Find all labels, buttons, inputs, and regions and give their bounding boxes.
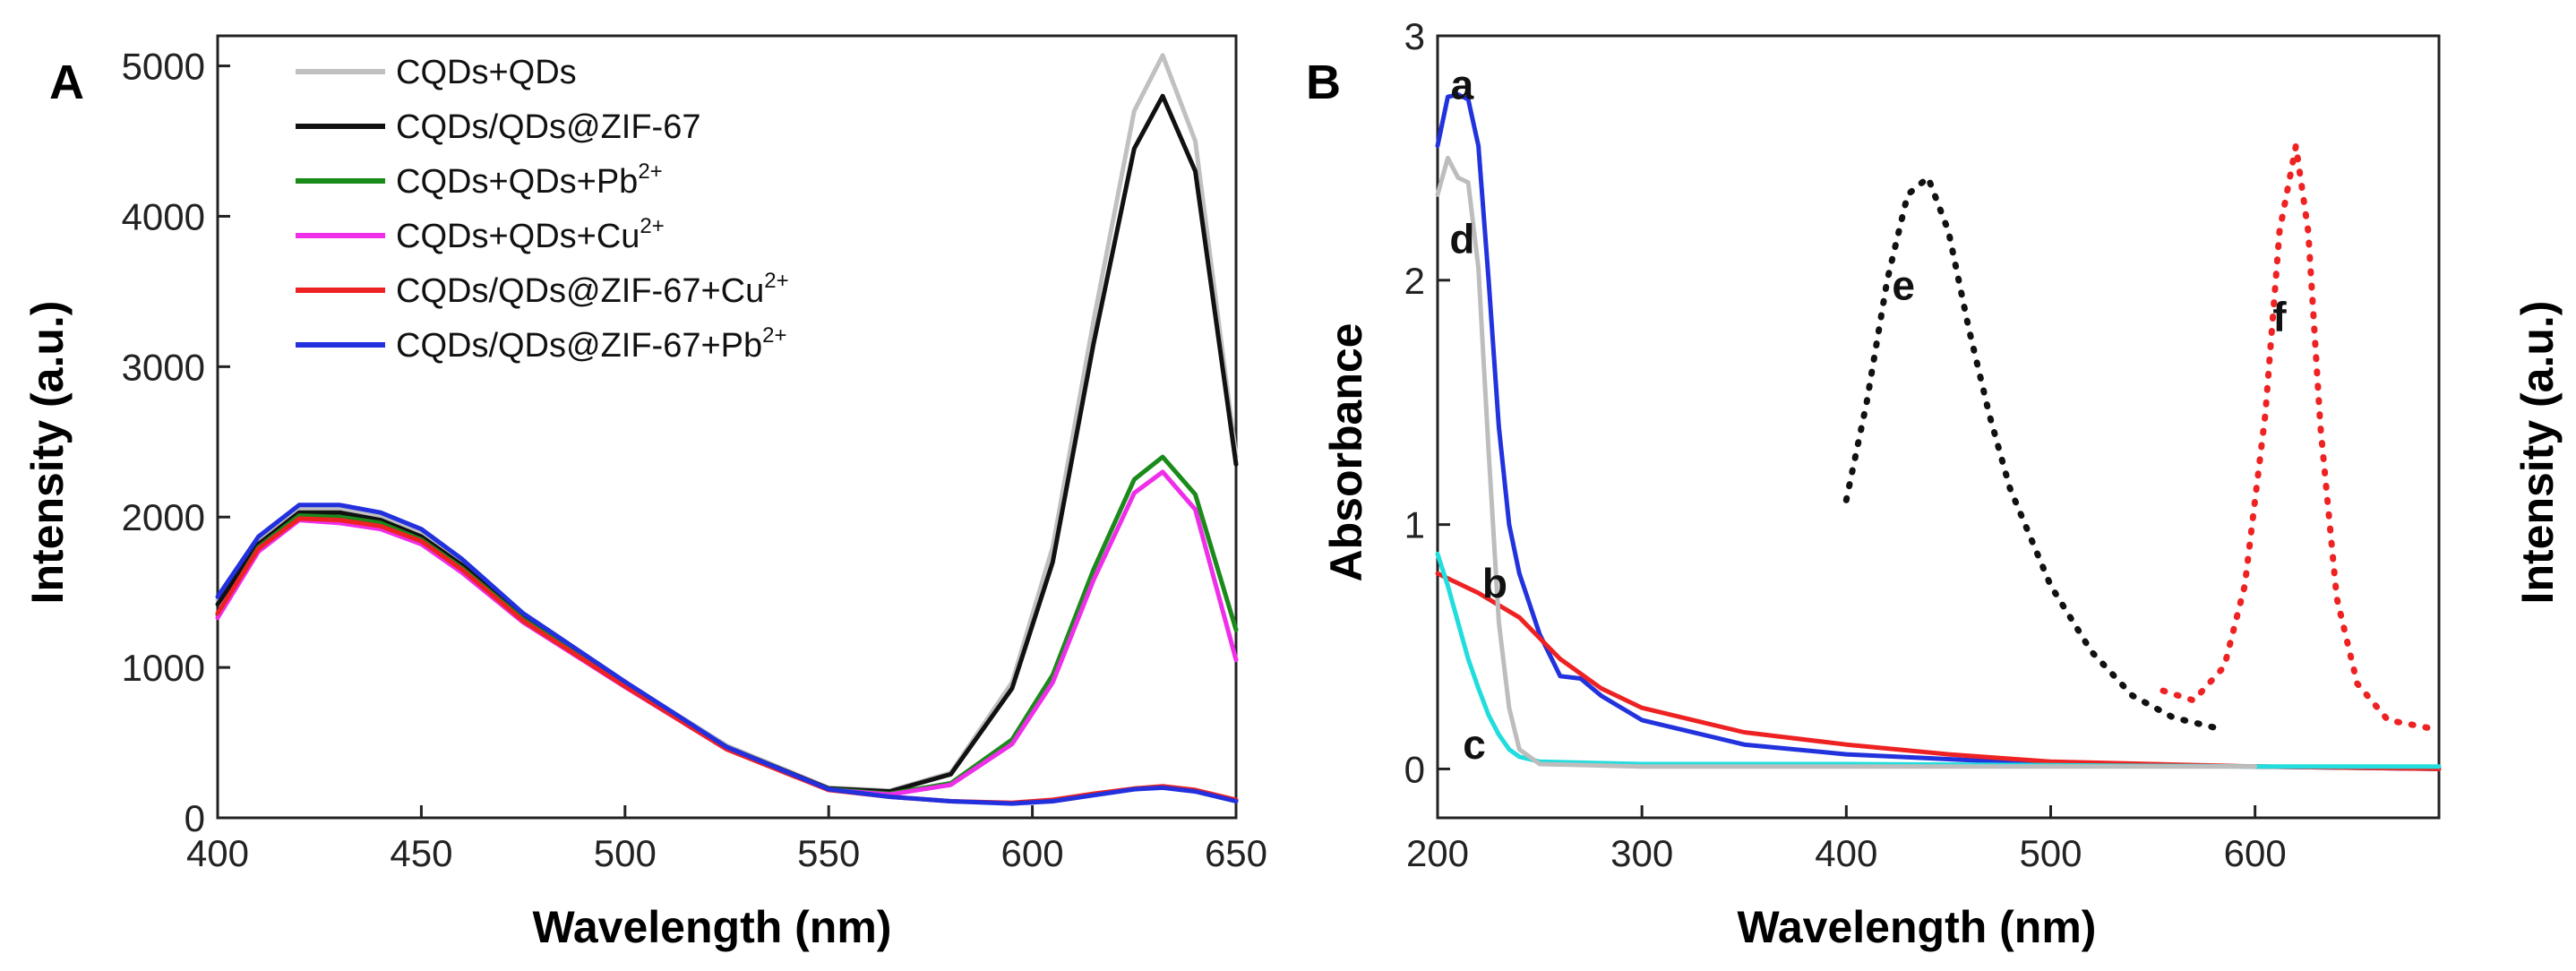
legend-entry: CQDs+QDs+Pb2+ bbox=[396, 159, 663, 201]
panel-a: A 400 450 500 550 600 650 0 1000 2000 3000 4000 500… bbox=[22, 34, 1267, 952]
series-line-d bbox=[1435, 155, 2258, 769]
panel-b-x-label: Wavelength (nm) bbox=[1738, 902, 2097, 952]
x-tick-label: 600 bbox=[1001, 832, 1064, 874]
legend-entry: CQDs+QDs bbox=[396, 54, 577, 91]
series-line-b bbox=[1435, 571, 2442, 771]
panel-a-y-label: Intensity (a.u.) bbox=[22, 301, 73, 605]
curve-label-b: b bbox=[1482, 560, 1507, 606]
x-tick-label: 550 bbox=[797, 832, 860, 874]
panel-b-axes: 200 300 400 500 600 0 1 2 3 bbox=[1404, 15, 2441, 874]
panel-label-b: B bbox=[1306, 56, 1341, 109]
series-line-e bbox=[1842, 174, 2218, 731]
x-tick-label: 400 bbox=[186, 832, 249, 874]
curve-label-c: c bbox=[1463, 721, 1486, 768]
y-tick-label: 5000 bbox=[122, 46, 205, 88]
legend-entry: CQDs+QDs+Cu2+ bbox=[396, 214, 665, 255]
plot-frame bbox=[1436, 34, 2441, 820]
y-tick-label: 2000 bbox=[122, 496, 205, 538]
panel-a-legend: CQDs+QDs CQDs/QDs@ZIF-67 CQDs+QDs+Pb2+ CQDs… bbox=[296, 54, 789, 365]
x-tick-label: 450 bbox=[390, 832, 452, 874]
curve-label-d: d bbox=[1449, 215, 1474, 262]
panel-label-a: A bbox=[49, 56, 84, 109]
legend-entry: CQDs/QDs@ZIF-67+Cu2+ bbox=[396, 269, 789, 310]
x-tick-label: 500 bbox=[2019, 832, 2082, 874]
panel-b-series bbox=[1435, 92, 2443, 771]
series-line-cqds-qds bbox=[215, 53, 1239, 794]
curve-label-a: a bbox=[1451, 62, 1474, 108]
series-line-f bbox=[2160, 142, 2443, 734]
plot-frame bbox=[216, 34, 1238, 820]
y-tick-label: 3000 bbox=[122, 346, 205, 388]
curve-label-e: e bbox=[1892, 262, 1915, 308]
y-tick-label: 0 bbox=[1404, 748, 1425, 790]
x-tick-label: 200 bbox=[1406, 832, 1469, 874]
panel-b-y-label: Absorbance bbox=[1321, 323, 1371, 582]
y-tick-label: 1000 bbox=[122, 647, 205, 689]
x-tick-label: 600 bbox=[2224, 832, 2287, 874]
y-tick-label: 0 bbox=[185, 797, 205, 839]
panel-a-x-label: Wavelength (nm) bbox=[533, 902, 892, 952]
legend-entry: CQDs/QDs@ZIF-67 bbox=[396, 108, 700, 146]
y-tick-label: 4000 bbox=[122, 195, 205, 237]
panel-b-right-y-label: Intensity (a.u.) bbox=[2512, 301, 2563, 605]
panel-b-curve-labels: a b c d e f bbox=[1449, 62, 2287, 769]
panel-a-axes: 400 450 500 550 600 650 0 1000 2000 3000 4000 5000 bbox=[122, 34, 1267, 874]
panel-b: B 200 300 400 500 600 0 1 2 3 a b c d e f Wavelength … bbox=[1306, 15, 2563, 952]
curve-label-f: f bbox=[2272, 294, 2287, 340]
y-tick-label: 3 bbox=[1404, 15, 1425, 57]
x-tick-label: 500 bbox=[594, 832, 657, 874]
series-line-a bbox=[1435, 92, 2442, 771]
series-line-cqds-qds-zif-67-pb2- bbox=[215, 503, 1239, 806]
x-tick-label: 650 bbox=[1205, 832, 1267, 874]
y-tick-label: 2 bbox=[1404, 260, 1425, 302]
x-tick-label: 300 bbox=[1610, 832, 1673, 874]
x-tick-label: 400 bbox=[1815, 832, 1877, 874]
series-line-cqds-qds-zif-67 bbox=[215, 93, 1239, 795]
legend-entry: CQDs/QDs@ZIF-67+Pb2+ bbox=[396, 323, 787, 365]
panel-a-series bbox=[215, 53, 1239, 806]
y-tick-label: 1 bbox=[1404, 504, 1425, 546]
series-line-cqds-qds-zif-67-cu2- bbox=[215, 516, 1239, 805]
series-line-c bbox=[1435, 551, 2442, 769]
